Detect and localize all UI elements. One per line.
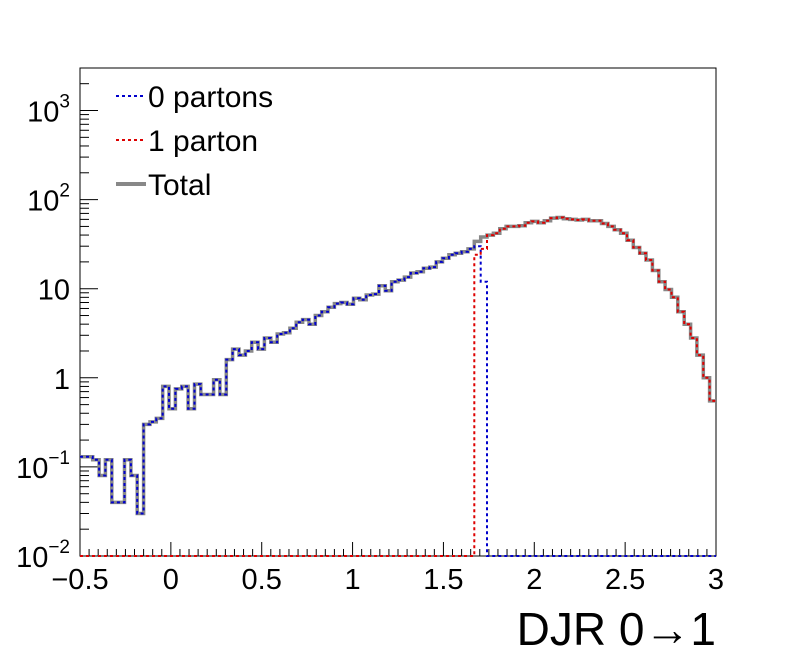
series-1-parton <box>80 216 716 557</box>
legend: 0 partons 1 parton Total <box>116 81 273 202</box>
y-tick-label: 10−1 <box>16 448 70 485</box>
legend-label: 0 partons <box>148 81 273 114</box>
legend-label: 1 parton <box>148 125 258 158</box>
axis-ticks <box>79 67 717 557</box>
x-tick-label: 0.5 <box>242 564 282 596</box>
series-total <box>80 215 716 516</box>
y-tick-labels: 10−2 10−1 1 10 102 103 <box>16 92 70 574</box>
x-tick-label: 1 <box>345 564 361 596</box>
x-tick-label: −0.5 <box>51 564 108 596</box>
series-0-partons <box>80 245 716 557</box>
y-tick-label: 102 <box>27 181 70 218</box>
x-tick-label: 2.5 <box>605 564 645 596</box>
y-tick-label: 10−2 <box>16 537 70 574</box>
data-series <box>80 215 716 557</box>
x-tick-label: 1.5 <box>423 564 463 596</box>
x-tick-label: 0 <box>163 564 179 596</box>
x-tick-label: 2 <box>526 564 542 596</box>
x-tick-labels: −0.5 0 0.5 1 1.5 2 2.5 3 <box>51 564 724 596</box>
y-tick-label: 1 <box>54 364 70 396</box>
y-tick-label: 103 <box>27 92 70 129</box>
x-tick-label: 3 <box>708 564 724 596</box>
y-tick-label: 10 <box>38 275 70 307</box>
x-axis-label: DJR 0→1 <box>517 603 716 655</box>
legend-label: Total <box>148 169 211 202</box>
